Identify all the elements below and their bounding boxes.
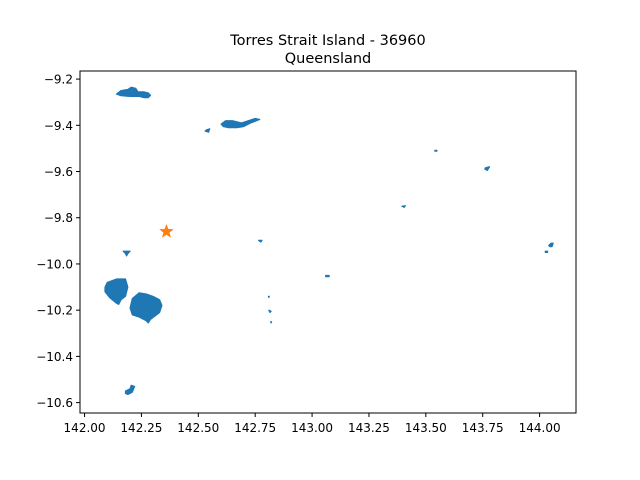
- y-tick-label: −9.6: [44, 165, 73, 179]
- x-tick-label: 143.25: [348, 421, 390, 435]
- y-tick-label: −10.2: [36, 304, 73, 318]
- plot-frame: [79, 70, 577, 414]
- marker-layer: [159, 223, 174, 238]
- island-small-island-3: [401, 205, 406, 208]
- x-axis: 142.00 142.25 142.50 142.75 143.00 143.25 143.…: [64, 413, 561, 435]
- island-small-island-10: [267, 295, 270, 299]
- chart-title: Torres Strait Island - 36960: [229, 33, 425, 49]
- island-small-island-1: [204, 128, 211, 133]
- x-tick-label: 144.00: [519, 421, 561, 435]
- x-tick-label: 143.75: [462, 421, 504, 435]
- y-tick-label: −10.0: [36, 257, 73, 271]
- island-northwest-island: [115, 86, 152, 99]
- island-west-island: [104, 278, 129, 305]
- location-star-marker: [159, 223, 174, 238]
- island-southwest-large-island: [129, 292, 163, 324]
- island-small-island-5: [548, 242, 554, 248]
- island-small-island-12: [434, 149, 438, 152]
- island-south-island: [124, 384, 136, 396]
- x-tick-label: 143.50: [405, 421, 447, 435]
- x-tick-label: 142.25: [120, 421, 162, 435]
- x-tick-label: 142.50: [177, 421, 219, 435]
- island-small-island-4: [258, 239, 263, 243]
- y-tick-label: −9.8: [44, 211, 73, 225]
- y-tick-label: −10.4: [36, 350, 73, 364]
- x-tick-label: 143.00: [291, 421, 333, 435]
- islands-layer: [104, 86, 554, 396]
- chart-subtitle: Queensland: [285, 51, 372, 67]
- island-small-island-11: [270, 321, 273, 324]
- island-small-island-6: [544, 250, 549, 253]
- y-tick-label: −9.2: [44, 73, 73, 87]
- y-tick-label: −10.6: [36, 396, 73, 410]
- island-small-island-8: [325, 274, 330, 278]
- x-tick-label: 142.00: [64, 421, 106, 435]
- y-axis: −9.2 −9.4 −9.6 −9.8 −10.0 −10.2 −10.4 −10.6: [36, 73, 80, 410]
- x-tick-label: 142.75: [234, 421, 276, 435]
- island-north-central-island: [220, 117, 261, 129]
- y-tick-label: −9.4: [44, 119, 73, 133]
- island-small-island-7: [122, 250, 131, 257]
- island-small-island-2: [484, 166, 491, 171]
- island-small-island-9: [268, 309, 272, 314]
